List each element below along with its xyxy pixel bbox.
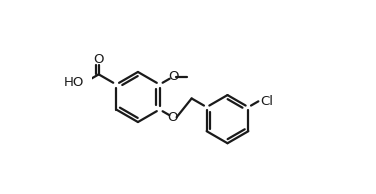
Text: HO: HO bbox=[64, 76, 85, 89]
Text: O: O bbox=[168, 70, 179, 83]
Text: O: O bbox=[168, 111, 178, 124]
Text: O: O bbox=[94, 53, 104, 66]
Text: Cl: Cl bbox=[260, 95, 273, 108]
